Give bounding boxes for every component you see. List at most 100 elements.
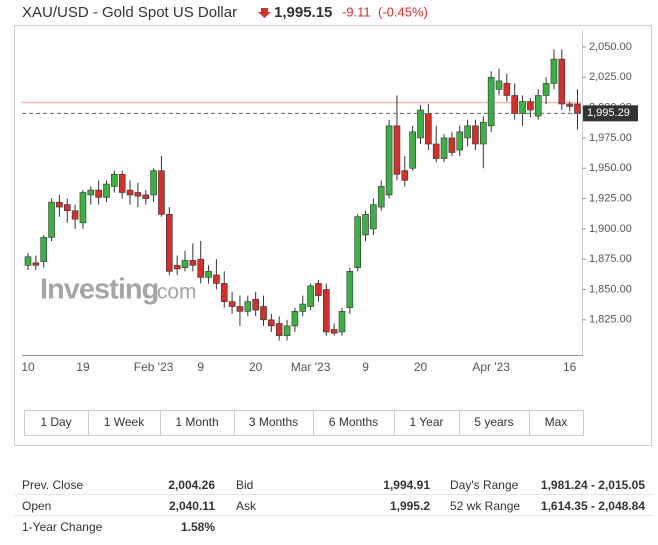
candle-body <box>268 319 275 327</box>
candle-body <box>118 174 126 193</box>
candle-body <box>322 289 330 333</box>
candle-body <box>220 283 228 302</box>
x-tick-label: 20 <box>414 360 428 374</box>
candle-body <box>456 131 464 151</box>
range-button-label[interactable]: Max <box>545 415 568 429</box>
candle-body <box>558 58 566 105</box>
candle-body <box>213 274 220 284</box>
range-button-label[interactable]: 5 years <box>474 415 513 429</box>
candle-body <box>181 260 189 268</box>
chart-widget: XAU/USD - Gold Spot US Dollar 1,995.15 -… <box>14 4 652 446</box>
candle-body <box>417 109 424 139</box>
candle-body <box>283 325 291 336</box>
x-tick-label: 19 <box>76 360 90 374</box>
candle-body <box>189 260 197 266</box>
chart-frame <box>14 25 652 446</box>
range-button[interactable] <box>234 410 314 436</box>
stat-value: 1,981.24 - 2,015.05 <box>540 478 645 492</box>
candle-body <box>126 189 134 196</box>
candle-body <box>173 264 181 270</box>
price: 1,995.15 <box>274 4 332 21</box>
range-button-label[interactable]: 1 Year <box>409 415 443 429</box>
y-tick-label: 1,875.00 <box>589 253 632 265</box>
candle-body <box>432 143 440 159</box>
candle-body <box>291 311 299 327</box>
stat-value: 2,040.11 <box>168 499 215 513</box>
candle-body <box>425 113 432 145</box>
down-arrow <box>258 8 271 18</box>
range-button[interactable] <box>459 410 530 436</box>
candle-body <box>542 83 550 96</box>
candle-body <box>134 192 142 197</box>
candle-body <box>464 125 471 139</box>
x-tick-label: Apr '23 <box>472 360 510 374</box>
stats-row: Open 2,040.11 Ask 1,995.2 52 wk Range 1,614.3… <box>14 495 654 516</box>
candle-body <box>307 285 314 307</box>
stat-value: 1,994.91 <box>383 478 430 492</box>
stat-label: Ask <box>236 499 257 513</box>
candle-body <box>87 189 95 196</box>
y-tick-label: 2,050.00 <box>589 41 632 53</box>
candle-body <box>63 204 71 211</box>
x-tick-label: 9 <box>362 360 369 374</box>
change: -9.11 <box>342 4 371 19</box>
candle-body <box>315 283 322 296</box>
candle-body <box>24 256 32 266</box>
change-percent: (-0.45%) <box>378 4 428 19</box>
candle-body <box>472 125 479 145</box>
y-tick-label: 1,825.00 <box>589 314 632 326</box>
stat-label: Day's Range <box>450 478 519 492</box>
candle-body <box>299 303 307 312</box>
candle-body <box>362 214 369 236</box>
candle-body <box>511 95 519 114</box>
range-button[interactable] <box>394 410 460 436</box>
watermark-suffix: .com <box>151 281 197 304</box>
range-button-label[interactable]: 1 Week <box>104 415 145 429</box>
y-tick-label: 2,025.00 <box>589 71 632 83</box>
candle-body <box>393 125 401 175</box>
stat-value: 1.58% <box>180 520 215 534</box>
candle-body <box>527 101 534 111</box>
stats-row: 1-Year Change 1.58% <box>14 516 654 536</box>
x-tick-label: Feb '23 <box>134 360 174 374</box>
candle-body <box>338 311 346 333</box>
stat-label: 52 wk Range <box>450 499 521 513</box>
candle-body <box>385 125 393 196</box>
stat-value: 1,995.2 <box>389 499 430 513</box>
candle-body <box>244 301 252 312</box>
range-button-label[interactable]: 6 Months <box>329 415 378 429</box>
candle-body <box>48 201 55 238</box>
candle-body <box>197 258 204 278</box>
candle-body <box>56 201 63 208</box>
x-tick-label: 16 <box>563 360 577 374</box>
candle-body <box>534 95 542 117</box>
candle-body <box>32 262 40 266</box>
candle-body <box>448 137 456 153</box>
stat-value: 2,004.26 <box>168 478 215 492</box>
candle-body <box>40 237 48 262</box>
stat-label: Open <box>22 499 52 513</box>
stats-row: Prev. Close 2,004.26 Bid 1,994.91 Day's Rang… <box>14 474 654 495</box>
range-button[interactable] <box>88 410 161 436</box>
stats-table: Prev. Close 2,004.26 Bid 1,994.91 Day's Rang… <box>14 474 654 536</box>
range-button-label[interactable]: 1 Day <box>40 415 71 429</box>
candle-body <box>142 194 150 199</box>
y-tick-label: 1,950.00 <box>589 162 632 174</box>
candle-body <box>330 329 338 334</box>
candle-body <box>205 271 212 278</box>
candle-body <box>79 192 87 224</box>
x-tick-label: Mar '23 <box>291 360 331 374</box>
range-button-label[interactable]: 1 Month <box>175 415 218 429</box>
candle-body <box>440 137 448 159</box>
x-tick-label: 10 <box>21 360 35 374</box>
y-tick-label: 1,925.00 <box>589 192 632 204</box>
range-button[interactable] <box>529 410 584 436</box>
range-button[interactable] <box>160 410 235 436</box>
candle-body <box>71 210 79 220</box>
candle-body <box>409 131 416 169</box>
range-button-label[interactable]: 3 Months <box>249 415 298 429</box>
candle-body <box>111 174 118 187</box>
watermark: Investing <box>40 274 158 306</box>
candle-body <box>95 189 102 198</box>
